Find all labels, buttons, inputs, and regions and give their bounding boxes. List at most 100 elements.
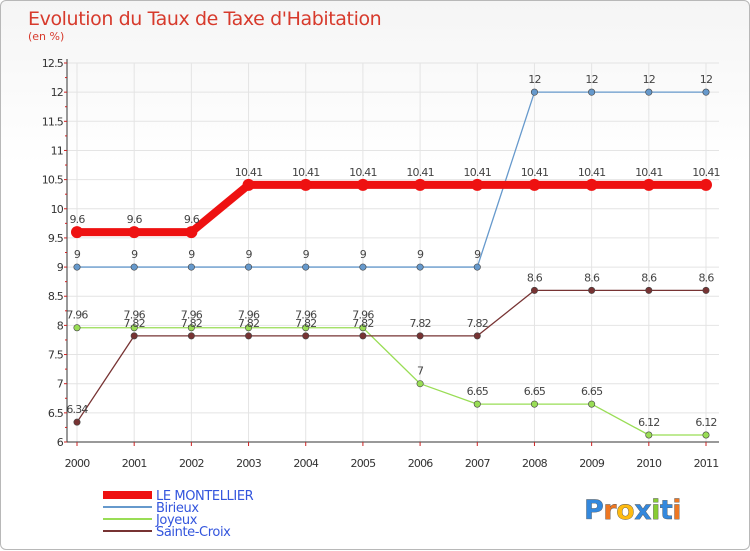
series-line <box>73 180 710 237</box>
data-label: 9 <box>74 248 81 261</box>
data-label: 6.65 <box>524 385 546 398</box>
data-point <box>187 263 195 271</box>
data-label: 9 <box>245 248 252 261</box>
data-label: 12 <box>643 73 655 86</box>
data-label: 8.6 <box>584 271 600 284</box>
data-label: 10.41 <box>692 166 720 179</box>
data-point <box>530 286 538 294</box>
data-label: 6.34 <box>66 403 88 416</box>
y-tick-label: 12.5 <box>42 57 64 70</box>
data-point <box>245 332 253 340</box>
logo-letter: i <box>651 495 660 526</box>
legend-label: Sainte-Croix <box>156 525 231 540</box>
y-tick-label: 10 <box>51 203 64 216</box>
data-point <box>585 178 598 191</box>
data-point <box>130 332 138 340</box>
data-point <box>645 286 653 294</box>
legend-label: LE MONTELLIER <box>156 489 254 504</box>
data-label: 8.6 <box>698 271 714 284</box>
x-tick-label: 2005 <box>351 457 377 470</box>
data-label: 9 <box>474 248 481 261</box>
data-label: 7.96 <box>295 309 317 322</box>
x-tick-label: 2007 <box>465 457 491 470</box>
x-tick-label: 2008 <box>522 457 548 470</box>
data-label: 7.82 <box>181 317 202 330</box>
data-point <box>702 286 710 294</box>
y-tick-label: 6 <box>57 436 64 449</box>
data-point <box>530 400 538 408</box>
data-point <box>356 178 369 191</box>
data-label: 9 <box>417 248 424 261</box>
data-point <box>473 400 481 408</box>
chart-subtitle: (en %) <box>28 30 65 43</box>
data-point <box>185 226 198 239</box>
data-label: 6.65 <box>581 385 603 398</box>
data-point <box>187 324 195 332</box>
series-joyeux: 7.96 7.96 7.96 7.96 7.96 7.96 7 6.65 6.65 6.65 6.1… <box>66 309 717 439</box>
data-point <box>471 178 484 191</box>
data-point <box>128 226 141 239</box>
data-label: 9 <box>360 248 367 261</box>
data-point <box>416 380 424 388</box>
data-label: 7.96 <box>181 309 203 322</box>
data-point <box>702 88 710 96</box>
data-label: 7.82 <box>409 317 430 330</box>
brand-logo: Proxiti <box>584 495 682 526</box>
data-point <box>245 324 253 332</box>
legend-label: Birieux <box>156 501 199 516</box>
data-label: 10.41 <box>578 166 606 179</box>
x-tick-label: 2010 <box>636 457 662 470</box>
data-point <box>130 324 138 332</box>
data-label: 6.12 <box>695 416 716 429</box>
logo-letter: P <box>584 495 603 526</box>
data-label: 12 <box>585 73 597 86</box>
data-point <box>245 263 253 271</box>
data-point <box>473 332 481 340</box>
x-tick-label: 2004 <box>293 457 319 470</box>
x-tick-label: 2009 <box>579 457 605 470</box>
grid <box>67 62 719 443</box>
data-label: 9 <box>131 248 138 261</box>
series-le-montellier: 9.6 9.6 9.6 10.41 10.41 10.41 10.41 10.41 10.41 1… <box>69 166 721 239</box>
data-label: 7 <box>417 365 424 378</box>
data-point <box>359 263 367 271</box>
x-tick-label: 2003 <box>236 457 262 470</box>
data-point <box>359 324 367 332</box>
logo-letter: r <box>603 495 617 526</box>
data-point <box>73 263 81 271</box>
data-point <box>642 178 655 191</box>
data-label: 7.82 <box>295 317 316 330</box>
data-label: 10.41 <box>635 166 663 179</box>
data-point <box>700 178 712 191</box>
data-point <box>645 88 653 96</box>
series-sainte-croix: 6.34 7.82 7.82 7.82 7.82 7.82 7.82 7.82 8.6 8.6 8.… <box>66 271 715 426</box>
data-label: 7.96 <box>66 309 88 322</box>
data-point <box>702 431 710 439</box>
data-point <box>359 332 367 340</box>
y-tick-label: 9 <box>57 261 64 274</box>
data-point <box>645 431 653 439</box>
series-birieux: 9 9 9 9 9 9 9 9 12 12 12 12 <box>73 73 713 271</box>
y-tick-label: 7 <box>57 378 64 391</box>
series-line <box>76 289 707 423</box>
data-point <box>416 263 424 271</box>
data-point <box>528 178 541 191</box>
x-tick-label: 2011 <box>694 457 719 470</box>
data-point <box>71 226 83 239</box>
data-point <box>588 88 596 96</box>
chart-title: Evolution du Taux de Taxe d'Habitation <box>28 8 382 30</box>
y-tick-label: 6.5 <box>48 407 64 420</box>
data-label: 6.65 <box>467 385 489 398</box>
y-tick-label: 10.5 <box>42 174 64 187</box>
data-point <box>588 286 596 294</box>
data-point <box>302 332 310 340</box>
data-label: 8.6 <box>641 271 657 284</box>
data-point <box>588 400 596 408</box>
data-point <box>242 178 255 191</box>
series: 9 9 9 9 9 9 9 912 12 12 127.96 7.96 7.96 7.96 7.96 7.96… <box>66 73 721 439</box>
data-label: 7.96 <box>124 309 146 322</box>
data-point <box>187 332 195 340</box>
y-tick-label: 12 <box>51 86 63 99</box>
